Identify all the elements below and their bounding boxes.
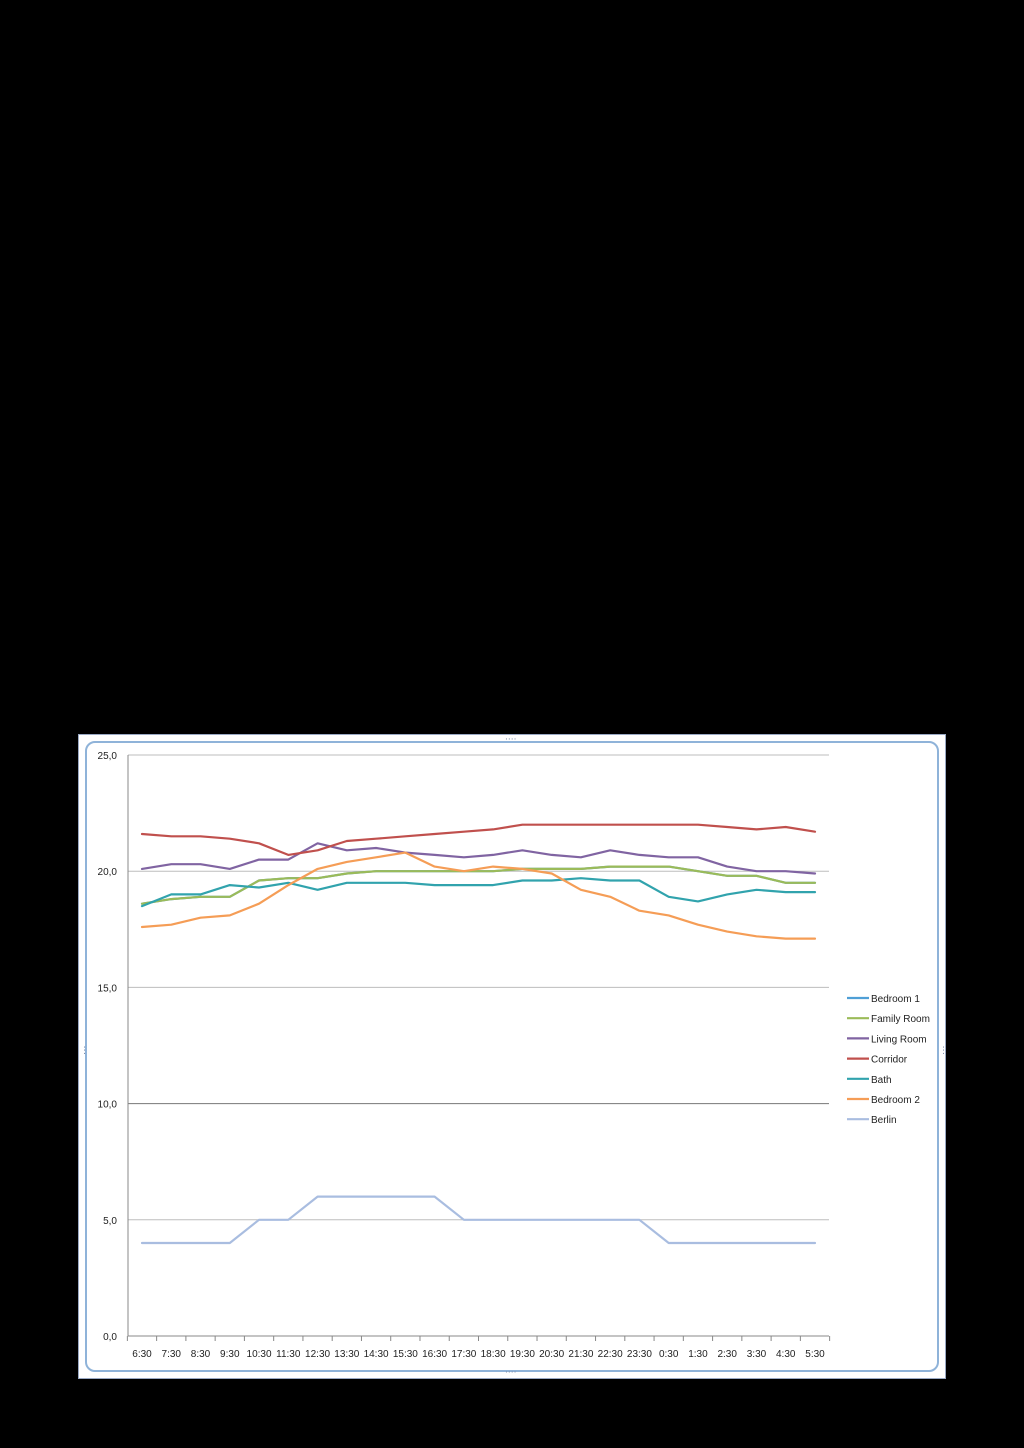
x-tick-label: 18:30 bbox=[481, 1349, 506, 1360]
legend-label-living-room: Living Room bbox=[871, 1034, 927, 1045]
x-tick-label: 11:30 bbox=[276, 1349, 301, 1360]
y-tick-label: 15,0 bbox=[98, 983, 118, 994]
x-tick-label: 2:30 bbox=[717, 1349, 737, 1360]
y-tick-label: 25,0 bbox=[98, 751, 118, 762]
y-tick-label: 20,0 bbox=[98, 867, 118, 878]
x-tick-label: 9:30 bbox=[220, 1349, 240, 1360]
legend-label-bedroom-1: Bedroom 1 bbox=[871, 994, 920, 1005]
x-tick-label: 16:30 bbox=[422, 1349, 447, 1360]
x-tick-label: 1:30 bbox=[688, 1349, 708, 1360]
series-line-corridor bbox=[140, 823, 817, 857]
resize-handle-left-icon[interactable]: ⋮ bbox=[80, 1046, 89, 1056]
y-tick-label: 0,0 bbox=[103, 1332, 117, 1343]
x-tick-label: 21:30 bbox=[568, 1349, 593, 1360]
series-line-bath bbox=[140, 877, 817, 908]
series-line-living-room bbox=[140, 842, 817, 875]
legend-label-bath: Bath bbox=[871, 1075, 892, 1086]
series-line-berlin bbox=[140, 1195, 817, 1245]
x-tick-label: 4:30 bbox=[776, 1349, 796, 1360]
x-tick-label: 8:30 bbox=[191, 1349, 211, 1360]
x-tick-label: 10:30 bbox=[247, 1349, 272, 1360]
series-line-family-room bbox=[140, 865, 817, 905]
resize-handle-top-icon[interactable]: ···· bbox=[505, 735, 517, 745]
x-tick-label: 13:30 bbox=[334, 1349, 359, 1360]
series-line-bedroom-2 bbox=[140, 851, 817, 940]
x-tick-label: 23:30 bbox=[627, 1349, 652, 1360]
x-tick-label: 20:30 bbox=[539, 1349, 564, 1360]
resize-handle-bottom-icon[interactable]: ···· bbox=[505, 1368, 517, 1378]
x-tick-label: 0:30 bbox=[659, 1349, 679, 1360]
x-tick-label: 5:30 bbox=[805, 1349, 825, 1360]
y-tick-label: 10,0 bbox=[98, 1100, 118, 1111]
x-tick-label: 7:30 bbox=[162, 1349, 182, 1360]
x-tick-label: 3:30 bbox=[747, 1349, 767, 1360]
line-chart: 0,0 5,0 10,0 15,0 20,0 25,0 6:30 7:30 8:30 9:30 10… bbox=[98, 751, 930, 1360]
x-tick-label: 15:30 bbox=[393, 1349, 418, 1360]
resize-handle-right-icon[interactable]: ⋮ bbox=[939, 1046, 948, 1056]
legend-label-bedroom-2: Bedroom 2 bbox=[871, 1095, 920, 1106]
legend-label-berlin: Berlin bbox=[871, 1115, 897, 1126]
x-tick-label: 14:30 bbox=[364, 1349, 389, 1360]
legend-label-family-room: Family Room bbox=[871, 1014, 930, 1025]
x-tick-label: 22:30 bbox=[598, 1349, 623, 1360]
chart-plot-border bbox=[85, 741, 939, 1372]
x-tick-label: 19:30 bbox=[510, 1349, 535, 1360]
x-tick-label: 12:30 bbox=[305, 1349, 330, 1360]
y-tick-label: 5,0 bbox=[103, 1216, 117, 1227]
chart-frame: ···· ···· ⋮ ⋮ 0,0 5,0 10,0 15,0 20,0 25,0 6:30… bbox=[78, 734, 948, 1379]
x-tick-label: 17:30 bbox=[451, 1349, 476, 1360]
x-tick-label: 6:30 bbox=[132, 1349, 152, 1360]
legend-label-corridor: Corridor bbox=[871, 1055, 908, 1066]
